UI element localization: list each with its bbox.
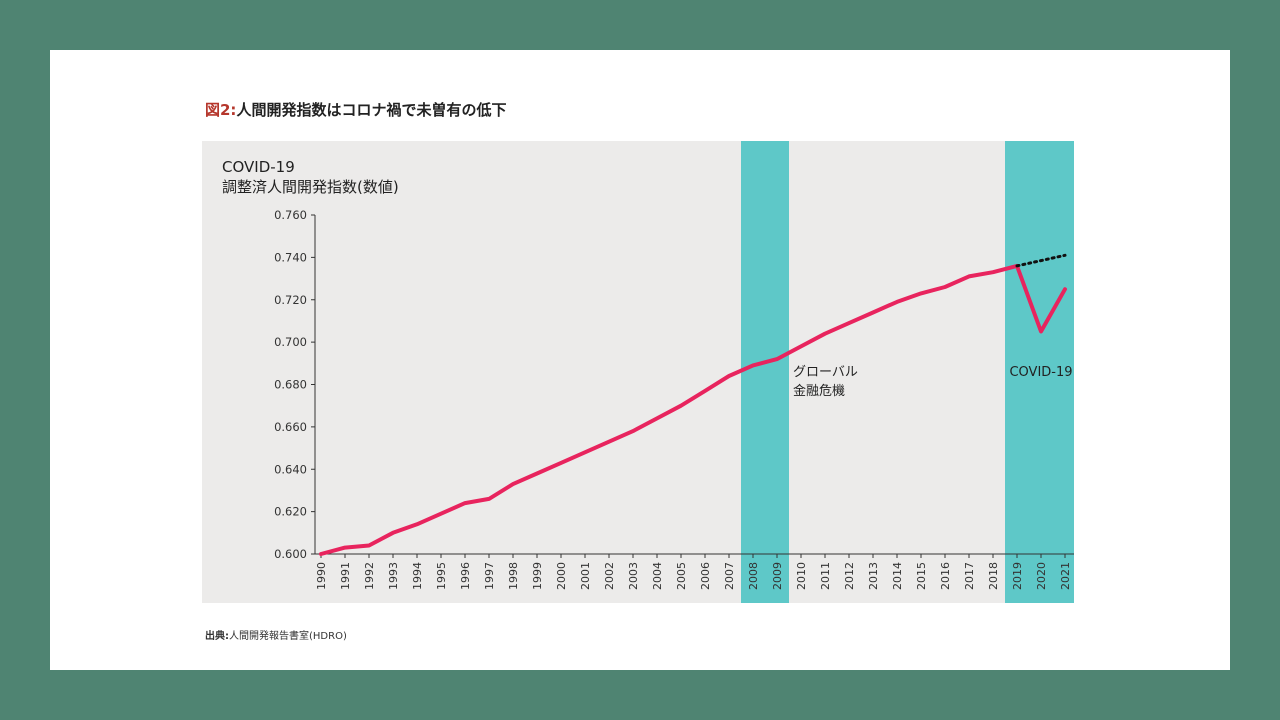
source-text: 人間開発報告書室(HDRO) — [229, 631, 347, 642]
x-tick-label: 1991 — [339, 562, 352, 590]
shaded-period-label-0-0: グローバル — [793, 365, 858, 380]
y-tick-label: 0.600 — [274, 547, 307, 561]
chart-title-line-1: 調整済人間開発指数(数値) — [222, 178, 399, 196]
y-tick-label: 0.660 — [274, 420, 307, 434]
x-tick-label: 1990 — [315, 562, 328, 590]
y-tick-label: 0.680 — [274, 378, 307, 392]
x-tick-label: 2000 — [555, 562, 568, 590]
y-tick-label: 0.620 — [274, 505, 307, 519]
x-tick-label: 2013 — [867, 562, 880, 590]
series-hdi-line — [319, 263, 1067, 556]
x-tick-label: 1993 — [387, 562, 400, 590]
x-tick-label: 2015 — [915, 562, 928, 590]
x-tick-label: 2018 — [987, 562, 1000, 590]
figure-title-text: 人間開発指数はコロナ禍で未曽有の低下 — [236, 101, 507, 119]
y-tick-label: 0.700 — [274, 335, 307, 349]
x-tick-label: 2014 — [891, 562, 904, 590]
shaded-period-1 — [1005, 141, 1077, 603]
x-tick-label: 2007 — [723, 562, 736, 590]
x-tick-label: 1997 — [483, 562, 496, 590]
x-tick-label: 1995 — [435, 562, 448, 590]
x-tick-label: 1992 — [363, 562, 376, 590]
chart-panel: グローバル金融危機 COVID-19 0.600 0.620 0.640 0.660 0.… — [202, 141, 1077, 603]
shaded-period-label-1-0: COVID-19 — [1009, 365, 1072, 380]
x-tick-label: 2001 — [579, 562, 592, 590]
x-tick-label: 2011 — [819, 562, 832, 590]
x-tick-label: 2021 — [1059, 562, 1072, 590]
x-tick-label: 2016 — [939, 562, 952, 590]
x-tick-label: 2009 — [771, 562, 784, 590]
shaded-period-0 — [741, 141, 789, 603]
chart-title-line-0: COVID-19 — [222, 158, 295, 176]
y-tick-label: 0.640 — [274, 462, 307, 476]
x-tick-label: 1996 — [459, 562, 472, 590]
figure-number: 図2: — [205, 101, 237, 119]
x-tick-label: 2003 — [627, 562, 640, 590]
x-tick-label: 2020 — [1035, 562, 1048, 590]
x-tick-label: 2006 — [699, 562, 712, 590]
slide: 図2:人間開発指数はコロナ禍で未曽有の低下 グローバル金融危機 COVID-19 … — [50, 50, 1230, 670]
y-tick-label: 0.740 — [274, 250, 307, 264]
x-tick-label: 2019 — [1011, 562, 1024, 590]
source-note: 出典:人間開発報告書室(HDRO) — [205, 627, 347, 642]
x-tick-label: 1998 — [507, 562, 520, 590]
x-tick-label: 1999 — [531, 562, 544, 590]
series-projection-line — [1015, 253, 1067, 268]
y-tick-label: 0.720 — [274, 293, 307, 307]
x-tick-label: 2017 — [963, 562, 976, 590]
x-tick-label: 2002 — [603, 562, 616, 590]
x-tick-label: 1994 — [411, 562, 424, 590]
shaded-period-label-0-1: 金融危機 — [793, 383, 845, 399]
x-tick-label: 2005 — [675, 562, 688, 590]
x-tick-label: 2012 — [843, 562, 856, 590]
x-tick-label: 2004 — [651, 562, 664, 590]
source-label: 出典: — [205, 631, 229, 642]
y-tick-label: 0.760 — [274, 208, 307, 222]
figure-title: 図2:人間開発指数はコロナ禍で未曽有の低下 — [205, 99, 506, 120]
x-tick-label: 2010 — [795, 562, 808, 590]
x-tick-label: 2008 — [747, 562, 760, 590]
